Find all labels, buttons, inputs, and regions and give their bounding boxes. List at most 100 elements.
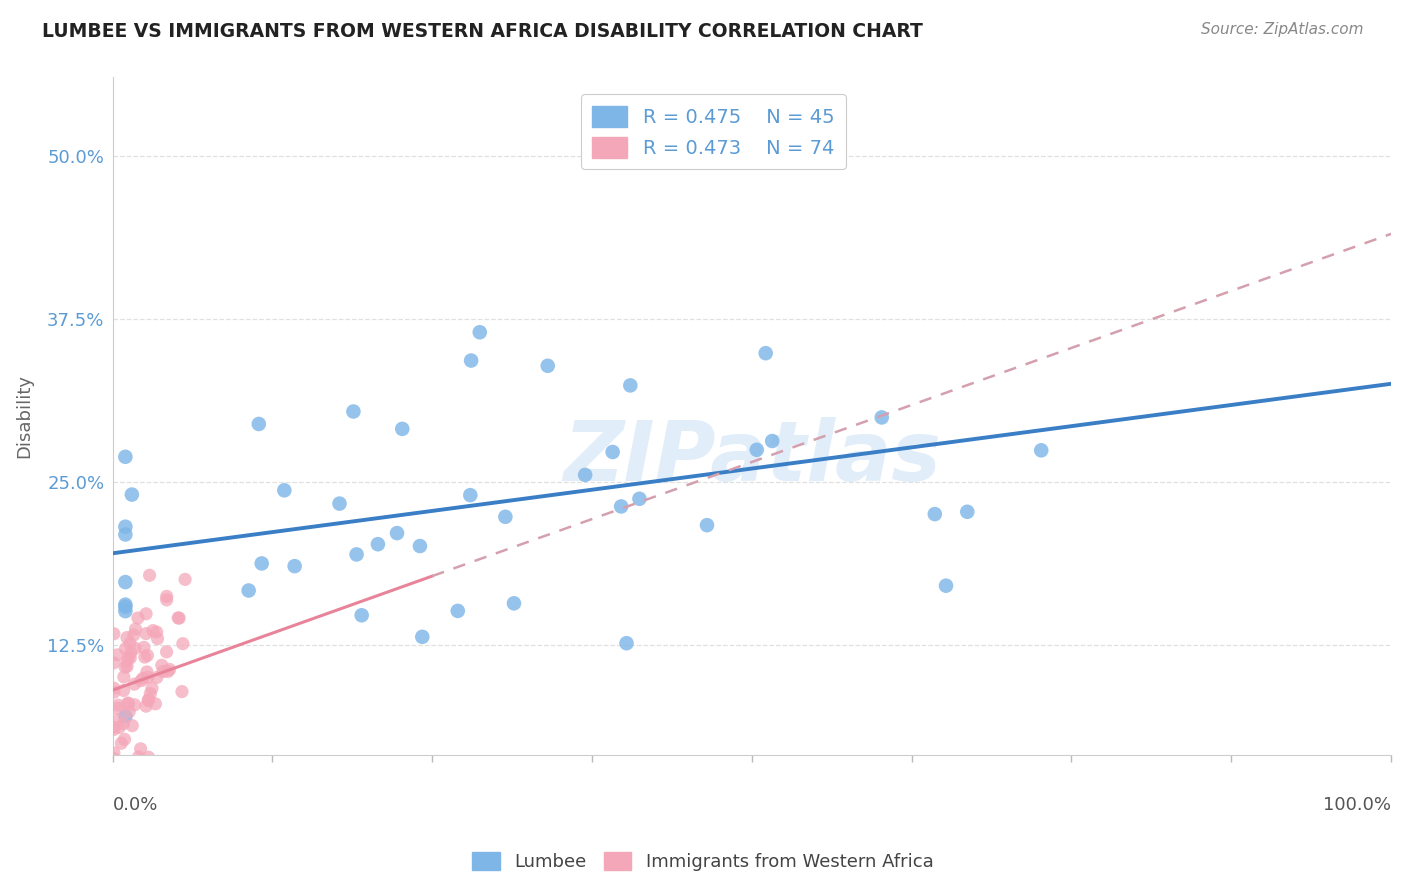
Point [494, 509, 516, 524]
Point [172, 637, 194, 651]
Point [460, 353, 482, 368]
Point [150, 658, 173, 673]
Point [761, 434, 783, 448]
Point [110, 736, 132, 750]
Point [935, 579, 957, 593]
Point [628, 491, 651, 506]
Point [103, 681, 125, 696]
Point [124, 677, 146, 691]
Point [138, 692, 160, 706]
Point [342, 404, 364, 418]
Point [152, 665, 174, 679]
Point [127, 611, 149, 625]
Point [136, 648, 159, 663]
Point [1031, 443, 1053, 458]
Point [121, 487, 143, 501]
Point [447, 604, 470, 618]
Point [108, 720, 131, 734]
Point [273, 483, 295, 498]
Point [115, 654, 138, 668]
Point [247, 417, 270, 431]
Point [134, 650, 156, 665]
Point [367, 537, 389, 551]
Point [124, 641, 146, 656]
Point [145, 625, 167, 640]
Point [458, 488, 481, 502]
Point [956, 505, 979, 519]
Point [503, 596, 526, 610]
Point [138, 568, 160, 582]
Point [409, 539, 432, 553]
Point [114, 709, 136, 723]
Point [132, 640, 155, 655]
Point [124, 698, 146, 712]
Point [136, 670, 159, 684]
Text: LUMBEE VS IMMIGRANTS FROM WESTERN AFRICA DISABILITY CORRELATION CHART: LUMBEE VS IMMIGRANTS FROM WESTERN AFRICA… [42, 22, 924, 41]
Point [103, 656, 125, 670]
Point [132, 671, 155, 685]
Point [120, 646, 142, 660]
Point [156, 590, 179, 604]
Point [238, 583, 260, 598]
Point [103, 761, 125, 775]
Point [350, 608, 373, 623]
Point [135, 699, 157, 714]
Text: 100.0%: 100.0% [1323, 796, 1391, 814]
Point [167, 611, 190, 625]
Text: 0.0%: 0.0% [112, 796, 157, 814]
Point [146, 670, 169, 684]
Point [124, 622, 146, 636]
Point [114, 641, 136, 656]
Point [870, 410, 893, 425]
Point [391, 422, 413, 436]
Point [167, 611, 190, 625]
Point [170, 684, 193, 698]
Point [107, 648, 129, 662]
Point [745, 442, 768, 457]
Point [103, 720, 125, 734]
Point [328, 497, 350, 511]
Point [135, 607, 157, 621]
Text: ZIPatlas: ZIPatlas [562, 417, 941, 498]
Point [924, 507, 946, 521]
Point [112, 683, 135, 698]
Point [346, 548, 368, 562]
Y-axis label: Disability: Disability [15, 375, 32, 458]
Point [135, 626, 157, 640]
Point [103, 626, 125, 640]
Point [114, 604, 136, 618]
Point [616, 636, 638, 650]
Point [115, 631, 138, 645]
Point [122, 628, 145, 642]
Point [138, 750, 160, 764]
Point [103, 746, 125, 760]
Point [103, 685, 125, 699]
Point [129, 673, 152, 688]
Point [114, 732, 136, 747]
Point [142, 624, 165, 638]
Point [118, 636, 141, 650]
Point [159, 663, 181, 677]
Point [114, 527, 136, 541]
Point [112, 670, 135, 684]
Point [141, 681, 163, 696]
Point [103, 751, 125, 765]
Point [174, 573, 197, 587]
Point [107, 698, 129, 713]
Point [115, 659, 138, 673]
Point [118, 705, 141, 719]
Point [117, 650, 139, 665]
Point [145, 697, 167, 711]
Point [755, 346, 778, 360]
Point [120, 651, 142, 665]
Legend: Lumbee, Immigrants from Western Africa: Lumbee, Immigrants from Western Africa [465, 845, 941, 879]
Point [139, 687, 162, 701]
Legend: R = 0.475    N = 45, R = 0.473    N = 74: R = 0.475 N = 45, R = 0.473 N = 74 [581, 94, 846, 169]
Point [155, 645, 177, 659]
Point [114, 599, 136, 614]
Point [574, 467, 596, 482]
Point [117, 696, 139, 710]
Point [112, 716, 135, 731]
Point [537, 359, 560, 373]
Point [103, 761, 125, 775]
